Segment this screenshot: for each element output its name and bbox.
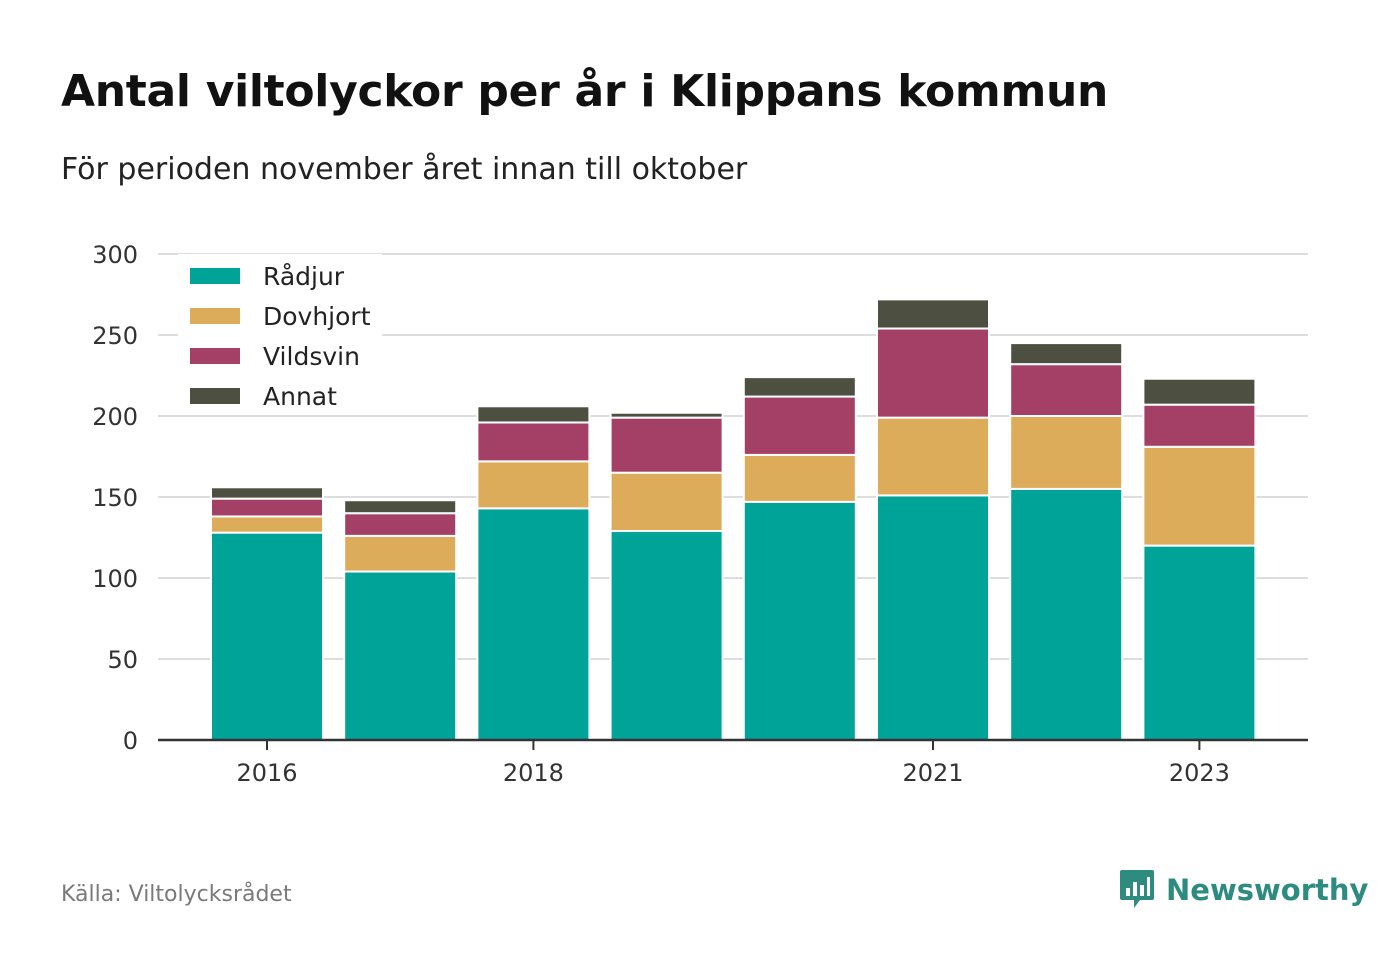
bar-segment	[476, 507, 591, 741]
newsworthy-logo-icon	[1120, 870, 1154, 908]
bar-segment	[343, 570, 458, 742]
legend-swatch	[190, 308, 240, 324]
legend-label: Rådjur	[263, 262, 345, 291]
x-tick-label: 2018	[503, 759, 564, 787]
bar-segment	[210, 531, 324, 742]
bar-segment	[876, 494, 990, 741]
brand-logo: Newsworthy	[1118, 868, 1368, 912]
legend-swatch	[190, 348, 240, 364]
x-axis: 2016 2018 2021 2023	[158, 738, 1308, 787]
chart-title: Antal viltolyckor per år i Klippans komm…	[61, 66, 1109, 117]
y-tick-label: 200	[92, 403, 138, 431]
bar-segment	[1009, 415, 1124, 490]
bar-segment	[1142, 445, 1257, 547]
bar-segment	[1009, 342, 1124, 366]
bar-segment	[476, 421, 591, 463]
y-tick-label: 0	[123, 727, 138, 755]
bar-segment	[210, 497, 324, 518]
y-axis: 0 50 100 150 200 250 300	[92, 241, 138, 755]
bar-segment	[876, 327, 990, 419]
bar-segment	[609, 471, 724, 533]
bar-segment	[609, 416, 724, 474]
bar-segment	[210, 515, 324, 534]
legend-swatch	[190, 268, 240, 284]
y-tick-label: 50	[107, 646, 138, 674]
bar-segment	[476, 460, 591, 510]
bar-segment	[1009, 363, 1124, 418]
brand-name: Newsworthy	[1166, 873, 1369, 907]
bar-segment	[1009, 487, 1124, 741]
bar-segment	[1142, 403, 1257, 448]
y-tick-label: 250	[92, 322, 138, 350]
y-tick-label: 100	[92, 565, 138, 593]
bars	[210, 298, 1257, 742]
y-tick-label: 150	[92, 484, 138, 512]
bar-segment	[876, 298, 990, 330]
legend-swatch	[190, 388, 240, 404]
bar-segment	[476, 405, 591, 424]
legend-label: Vildsvin	[263, 342, 360, 371]
bar-segment	[742, 376, 857, 398]
bar-segment	[1142, 377, 1257, 406]
x-tick-label: 2023	[1169, 759, 1230, 787]
bar-segment	[343, 499, 458, 515]
legend: Rådjur Dovhjort Vildsvin Annat	[178, 254, 382, 414]
x-tick-label: 2021	[902, 759, 963, 787]
bar-segment	[343, 512, 458, 537]
bar-segment	[609, 530, 724, 742]
bar-segment	[742, 500, 857, 741]
bar-segment	[609, 411, 724, 419]
x-tick-label: 2016	[236, 759, 297, 787]
bar-segment	[1142, 544, 1257, 741]
bar-segment	[742, 453, 857, 503]
bar-segment	[742, 395, 857, 456]
legend-label: Annat	[263, 382, 337, 411]
bar-segment	[343, 534, 458, 573]
source-note: Källa: Viltolycksrådet	[61, 882, 292, 907]
bar-segment	[876, 416, 990, 497]
chart-subtitle: För perioden november året innan till ok…	[61, 152, 748, 187]
legend-label: Dovhjort	[263, 302, 371, 331]
bar-segment	[210, 486, 324, 500]
y-tick-label: 300	[92, 241, 138, 269]
